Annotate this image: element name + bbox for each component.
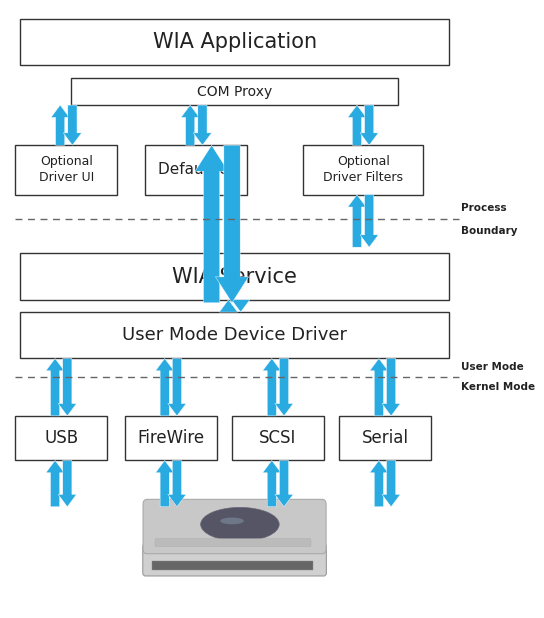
Polygon shape: [360, 105, 379, 145]
Text: User Mode Device Driver: User Mode Device Driver: [122, 326, 347, 344]
Polygon shape: [168, 358, 186, 416]
Text: Kernel Mode: Kernel Mode: [461, 382, 536, 392]
Polygon shape: [348, 105, 366, 145]
FancyBboxPatch shape: [15, 145, 118, 195]
Polygon shape: [275, 358, 293, 416]
FancyBboxPatch shape: [155, 539, 311, 546]
Text: SCSI: SCSI: [259, 429, 296, 447]
Polygon shape: [46, 358, 64, 416]
Text: USB: USB: [44, 429, 78, 447]
Polygon shape: [58, 460, 77, 507]
FancyBboxPatch shape: [71, 78, 398, 105]
Polygon shape: [156, 358, 174, 416]
Polygon shape: [360, 195, 379, 247]
Polygon shape: [275, 460, 293, 507]
Polygon shape: [232, 300, 250, 312]
Polygon shape: [195, 145, 228, 303]
FancyBboxPatch shape: [15, 416, 107, 460]
Polygon shape: [219, 300, 238, 312]
Polygon shape: [215, 145, 249, 303]
FancyBboxPatch shape: [20, 312, 449, 358]
Polygon shape: [168, 460, 186, 507]
Polygon shape: [46, 460, 64, 507]
FancyBboxPatch shape: [20, 19, 449, 65]
FancyBboxPatch shape: [143, 499, 326, 554]
Polygon shape: [193, 105, 212, 145]
Text: Serial: Serial: [362, 429, 409, 447]
Polygon shape: [181, 105, 200, 145]
Text: Default UI: Default UI: [158, 163, 234, 177]
FancyBboxPatch shape: [143, 544, 326, 576]
Ellipse shape: [220, 517, 244, 524]
Ellipse shape: [201, 507, 279, 541]
Text: Boundary: Boundary: [461, 226, 518, 235]
Text: FireWire: FireWire: [137, 429, 205, 447]
Polygon shape: [51, 105, 69, 145]
Text: Optional
Driver Filters: Optional Driver Filters: [323, 156, 403, 184]
FancyBboxPatch shape: [152, 561, 313, 570]
FancyBboxPatch shape: [20, 253, 449, 300]
Text: WIA Application: WIA Application: [152, 32, 317, 52]
FancyBboxPatch shape: [125, 416, 217, 460]
Text: Process: Process: [461, 203, 507, 213]
Polygon shape: [263, 358, 281, 416]
Polygon shape: [156, 460, 174, 507]
Text: User Mode: User Mode: [461, 362, 524, 372]
FancyBboxPatch shape: [145, 145, 248, 195]
FancyBboxPatch shape: [339, 416, 431, 460]
Text: COM Proxy: COM Proxy: [197, 85, 272, 99]
Text: WIA Service: WIA Service: [172, 266, 297, 287]
Polygon shape: [63, 105, 82, 145]
FancyBboxPatch shape: [304, 145, 423, 195]
Text: Optional
Driver UI: Optional Driver UI: [39, 156, 94, 184]
Polygon shape: [348, 195, 366, 247]
Polygon shape: [58, 358, 77, 416]
Polygon shape: [370, 460, 388, 507]
FancyBboxPatch shape: [232, 416, 324, 460]
Polygon shape: [263, 460, 281, 507]
Polygon shape: [370, 358, 388, 416]
Polygon shape: [382, 460, 400, 507]
Polygon shape: [382, 358, 400, 416]
